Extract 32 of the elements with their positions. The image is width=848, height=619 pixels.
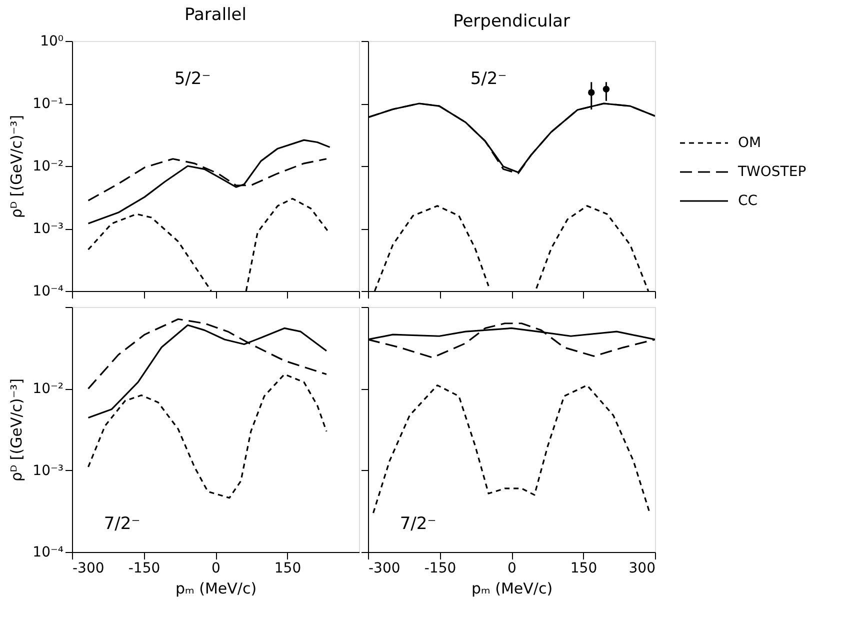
legend-label: CC	[738, 193, 758, 209]
annotation: 7/2⁻	[400, 514, 436, 534]
x-tick-label: -300	[368, 560, 400, 576]
chart-title: Perpendicular	[453, 12, 570, 32]
x-tick-label: -150	[424, 560, 456, 576]
x-axis-title: pₘ (MeV/c)	[175, 580, 257, 598]
annotation: 7/2⁻	[104, 514, 140, 534]
line-series	[87, 139, 331, 224]
x-tick-label: -300	[72, 560, 104, 576]
y-tick-label: 10⁰	[40, 34, 64, 50]
y-tick-label: 10⁻³	[32, 462, 64, 479]
y-tick-label: 10⁻⁴	[32, 544, 64, 560]
legend-label: TWOSTEP	[737, 164, 806, 180]
y-tick-label: 10⁻¹	[32, 96, 64, 112]
y-tick-label: 10⁻⁴	[32, 284, 64, 300]
annotation: 5/2⁻	[470, 69, 507, 89]
x-axis-title: pₘ (MeV/c)	[471, 580, 553, 598]
chart-title: Parallel	[184, 5, 246, 25]
y-axis-title: ρᴰ [(GeV/c)⁻³]	[8, 378, 26, 482]
y-tick-label: 10⁻³	[32, 221, 64, 237]
y-axis-title: ρᴰ [(GeV/c)⁻³]	[8, 114, 26, 218]
x-tick-label: -150	[128, 560, 160, 576]
x-tick-label: 150	[570, 560, 598, 576]
x-tick-label: 0	[212, 560, 220, 576]
x-tick-label: 0	[508, 560, 516, 576]
x-tick-label: 150	[274, 560, 302, 576]
line-series	[87, 373, 328, 499]
annotation: 5/2⁻	[174, 69, 211, 89]
x-tick-label: 300	[628, 560, 656, 576]
legend-label: OM	[738, 135, 762, 151]
y-tick-label: 10⁻²	[32, 158, 64, 174]
y-tick-label: 10⁻²	[32, 381, 64, 398]
